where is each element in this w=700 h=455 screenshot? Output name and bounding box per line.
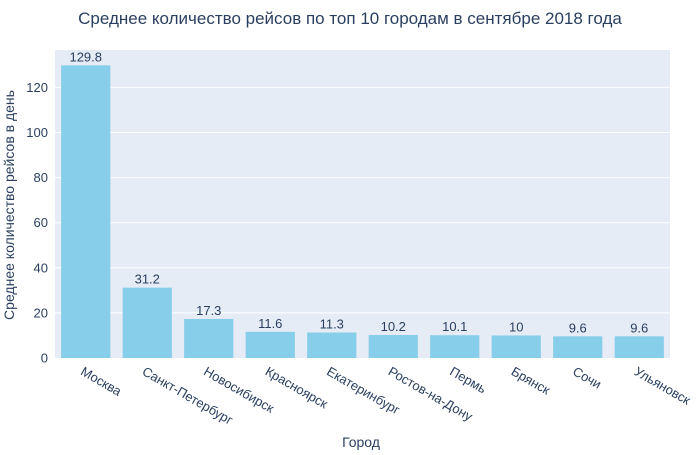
bar-value-label: 10.1 (442, 319, 467, 334)
bar (245, 331, 295, 358)
bar-value-label: 10 (509, 319, 523, 334)
bar-value-label: 9.6 (569, 320, 587, 335)
bar-value-label: 11.6 (258, 316, 282, 331)
y-tick-label: 0 (41, 351, 48, 366)
bar (61, 65, 111, 358)
y-tick-label: 40 (34, 260, 48, 275)
x-tick-label: Сочи (570, 364, 604, 392)
bar (553, 336, 603, 358)
bar-value-labels: 129.8 31.2 17.3 11.6 11.3 10.2 10.1 10 9.6 9.6 (69, 49, 648, 335)
bar (307, 332, 357, 358)
bar (122, 287, 172, 358)
y-axis-ticks: 0 20 40 60 80 100 120 (26, 80, 48, 366)
bars (61, 65, 664, 358)
chart-title: Среднее количество рейсов по топ 10 горо… (78, 9, 622, 28)
x-axis-title: Город (342, 434, 380, 450)
x-tick-label: Ульяновск (632, 364, 694, 408)
y-tick-label: 20 (34, 305, 48, 320)
y-tick-label: 80 (34, 170, 48, 185)
bar-value-label: 9.6 (630, 320, 648, 335)
y-tick-label: 120 (26, 80, 48, 95)
y-tick-label: 60 (34, 215, 48, 230)
bar (614, 336, 664, 358)
bar-value-label: 31.2 (135, 272, 160, 287)
x-axis-ticks: Москва Санкт-ПетербургНовосибирскКраснояр… (78, 364, 693, 428)
y-tick-label: 100 (26, 125, 48, 140)
bar-value-label: 10.2 (381, 319, 406, 334)
bar-value-label: 17.3 (196, 303, 221, 318)
bar (430, 335, 480, 358)
x-tick-label: Москва (78, 364, 125, 400)
bar (368, 335, 418, 358)
x-tick-label: Пермь (447, 364, 489, 397)
bar-value-label: 11.3 (320, 317, 344, 332)
y-axis-title: Среднее количество рейсов в день (1, 90, 17, 320)
bar-value-label: 129.8 (69, 49, 102, 64)
bar (184, 318, 234, 358)
bar (491, 335, 541, 358)
x-tick-label: Брянск (509, 364, 553, 398)
